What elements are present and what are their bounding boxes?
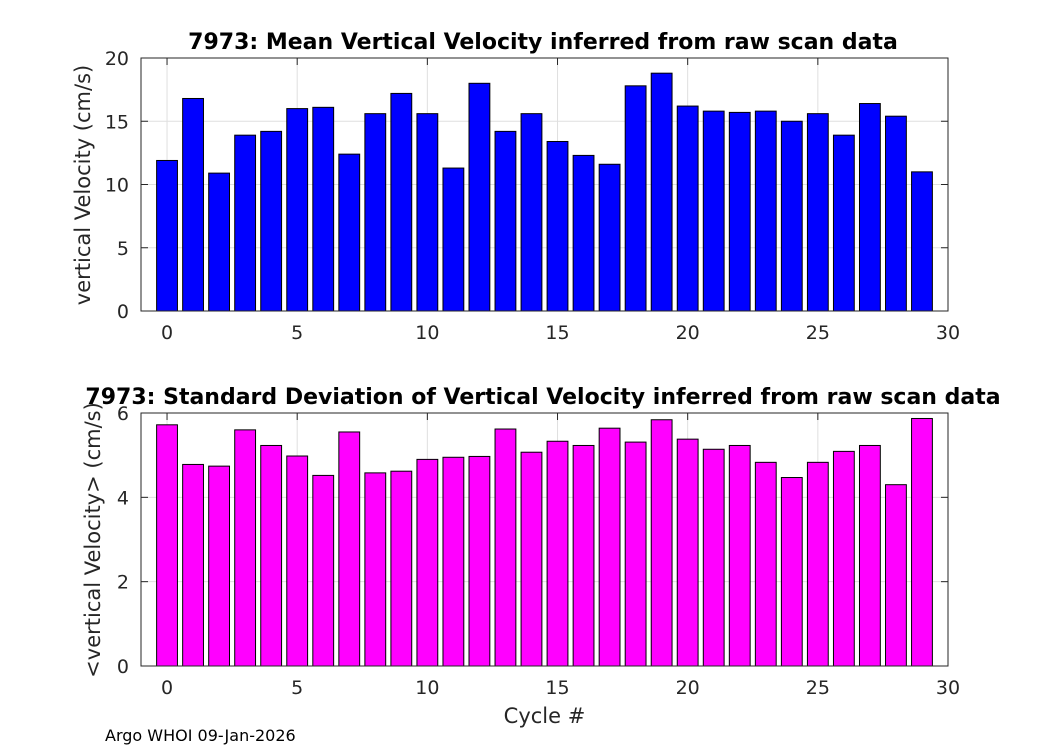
bar-cycle-0	[156, 159, 178, 312]
bar-cycle-9	[390, 92, 413, 312]
x-axis-label: Cycle #	[504, 704, 586, 728]
bar-cycle-6	[312, 474, 335, 667]
x-tick-label: 30	[936, 677, 960, 699]
x-tick-label: 20	[676, 322, 700, 344]
y-tick-label: 2	[117, 572, 129, 594]
bar-cycle-0	[156, 424, 178, 667]
bar-cycle-7	[338, 431, 361, 667]
bar-cycle-22	[728, 444, 751, 667]
y-tick-label: 10	[105, 175, 129, 197]
bar-cycle-1	[182, 97, 204, 312]
bar-cycle-5	[286, 108, 309, 312]
bar-cycle-8	[364, 472, 387, 667]
bar-cycle-13	[494, 428, 517, 667]
bar-cycle-15	[546, 140, 569, 312]
bar-cycle-27	[858, 103, 881, 312]
bar-cycle-28	[885, 115, 907, 312]
x-tick-label: 10	[415, 677, 439, 699]
x-tick-label: 5	[291, 677, 303, 699]
bar-cycle-14	[520, 451, 543, 667]
bar-cycle-23	[754, 461, 777, 667]
bar-cycle-21	[702, 448, 725, 667]
bar-cycle-7	[338, 153, 361, 312]
x-tick-label: 5	[291, 322, 303, 344]
bar-cycle-27	[858, 444, 881, 667]
bar-cycle-29	[911, 171, 933, 312]
bar-cycle-2	[208, 465, 231, 667]
bar-cycle-11	[442, 167, 465, 312]
bar-cycle-24	[780, 120, 803, 312]
bar-cycle-25	[806, 113, 829, 312]
x-tick-label: 15	[545, 322, 569, 344]
y-tick-label: 0	[117, 301, 129, 323]
bar-cycle-20	[676, 438, 699, 667]
x-tick-label: 0	[161, 322, 173, 344]
y-tick-label: 5	[117, 238, 129, 260]
x-tick-label: 25	[806, 322, 830, 344]
bar-cycle-12	[468, 82, 491, 312]
bar-cycle-3	[234, 134, 257, 312]
bar-cycle-16	[572, 154, 595, 312]
bar-cycle-25	[806, 461, 829, 667]
axes-frame	[140, 412, 949, 667]
bar-cycle-3	[234, 429, 257, 667]
x-tick-label: 15	[545, 677, 569, 699]
bar-cycle-10	[416, 113, 439, 312]
bar-cycle-24	[780, 477, 803, 667]
bar-cycle-22	[728, 111, 751, 312]
axes-frame	[140, 57, 949, 312]
x-tick-label: 0	[161, 677, 173, 699]
y-tick-label: 6	[117, 403, 129, 425]
x-tick-label: 25	[806, 677, 830, 699]
footer-credit: Argo WHOI 09-Jan-2026	[105, 726, 296, 745]
chart-title: 7973: Mean Vertical Velocity inferred fr…	[188, 30, 898, 55]
mean-velocity-chart: 0 5 10 15 20 25 30 0 5 10 15 20 7973: Mean Vertical …	[71, 30, 960, 344]
bar-cycle-17	[598, 163, 621, 312]
chart-title: 7973: Standard Deviation of Vertical Vel…	[85, 385, 1000, 410]
bar-cycle-20	[676, 105, 699, 312]
bar-cycle-13	[494, 130, 517, 312]
y-tick-label: 0	[117, 656, 129, 678]
y-axis-label: vertical Velocity (cm/s)	[71, 65, 95, 305]
bar-cycle-19	[650, 419, 673, 667]
bar-cycle-6	[312, 106, 335, 312]
bar-cycle-23	[754, 110, 777, 312]
x-tick-label: 10	[415, 322, 439, 344]
bar-cycle-10	[416, 458, 439, 667]
bar-cycle-1	[182, 463, 204, 667]
bar-cycle-21	[702, 110, 725, 312]
bar-cycle-18	[624, 441, 647, 667]
bar-cycle-2	[208, 172, 231, 312]
bar-cycle-19	[650, 72, 673, 312]
y-tick-label: 15	[105, 111, 129, 133]
bar-cycle-4	[260, 444, 283, 667]
x-tick-label: 20	[676, 677, 700, 699]
y-tick-label: 20	[105, 48, 129, 70]
bar-cycle-16	[572, 444, 595, 667]
bar-cycle-5	[286, 455, 309, 667]
bar-cycle-26	[832, 134, 855, 312]
y-axis-label: <vertical Velocity> (cm/s)	[81, 402, 105, 678]
bar-cycle-8	[364, 113, 387, 312]
bar-cycle-29	[911, 417, 933, 667]
bar-cycle-15	[546, 440, 569, 667]
bar-cycle-4	[260, 130, 283, 312]
y-tick-label: 4	[117, 487, 129, 509]
bar-cycle-18	[624, 85, 647, 312]
bar-cycle-9	[390, 470, 413, 667]
bar-cycle-26	[832, 450, 855, 667]
x-tick-label: 30	[936, 322, 960, 344]
bar-cycle-28	[885, 484, 907, 667]
bar-cycle-11	[442, 456, 465, 667]
bar-cycle-12	[468, 455, 491, 667]
bar-cycle-14	[520, 113, 543, 312]
bar-cycle-17	[598, 427, 621, 667]
